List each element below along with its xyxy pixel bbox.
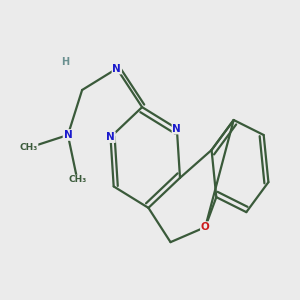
Text: N: N — [112, 64, 121, 74]
Text: CH₃: CH₃ — [68, 176, 86, 184]
Text: N: N — [172, 124, 181, 134]
Text: N: N — [64, 130, 72, 140]
Text: H: H — [61, 57, 69, 67]
Text: O: O — [201, 222, 210, 232]
Text: N: N — [106, 132, 115, 142]
Text: CH₃: CH₃ — [19, 143, 38, 152]
